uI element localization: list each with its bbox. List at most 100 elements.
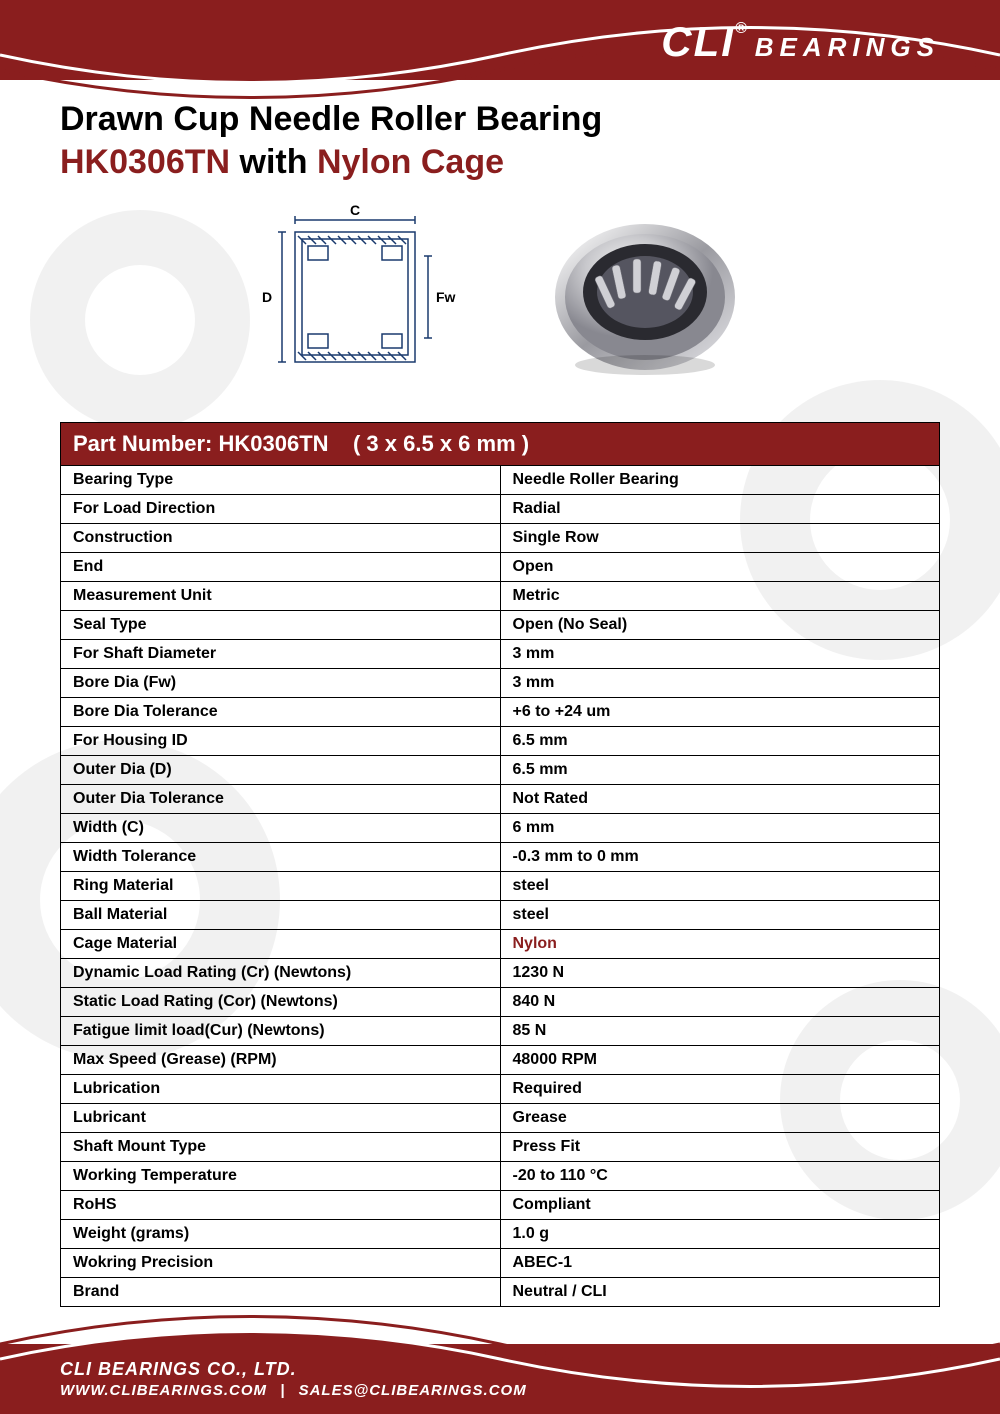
spec-value: 1230 N — [500, 959, 940, 988]
spec-value: 1.0 g — [500, 1220, 940, 1249]
spec-label: Seal Type — [61, 611, 501, 640]
spec-label: Lubrication — [61, 1075, 501, 1104]
spec-label: For Housing ID — [61, 727, 501, 756]
spec-label: Outer Dia (D) — [61, 756, 501, 785]
technical-diagram: C D Fw — [240, 202, 470, 392]
spec-label: For Load Direction — [61, 495, 501, 524]
table-row: For Load DirectionRadial — [61, 495, 940, 524]
table-row: EndOpen — [61, 553, 940, 582]
table-row: Measurement UnitMetric — [61, 582, 940, 611]
spec-label: Shaft Mount Type — [61, 1133, 501, 1162]
spec-value: 6.5 mm — [500, 727, 940, 756]
table-row: Width (C)6 mm — [61, 814, 940, 843]
spec-label: Ball Material — [61, 901, 501, 930]
svg-text:D: D — [262, 289, 272, 305]
spec-label: Lubricant — [61, 1104, 501, 1133]
spec-value: steel — [500, 872, 940, 901]
table-row: Dynamic Load Rating (Cr) (Newtons)1230 N — [61, 959, 940, 988]
spec-label: Static Load Rating (Cor) (Newtons) — [61, 988, 501, 1017]
spec-label: Width (C) — [61, 814, 501, 843]
spec-label: Max Speed (Grease) (RPM) — [61, 1046, 501, 1075]
brand-main: CLI — [661, 18, 735, 65]
table-row: Weight (grams)1.0 g — [61, 1220, 940, 1249]
table-row: BrandNeutral / CLI — [61, 1278, 940, 1307]
spec-label: Bore Dia Tolerance — [61, 698, 501, 727]
table-row: RoHSCompliant — [61, 1191, 940, 1220]
spec-value: Needle Roller Bearing — [500, 466, 940, 495]
footer-separator: | — [280, 1382, 285, 1399]
table-row: Ring Materialsteel — [61, 872, 940, 901]
spec-value: Compliant — [500, 1191, 940, 1220]
spec-value: ABEC-1 — [500, 1249, 940, 1278]
spec-value: 3 mm — [500, 640, 940, 669]
table-row: LubricationRequired — [61, 1075, 940, 1104]
spec-value: Neutral / CLI — [500, 1278, 940, 1307]
footer-text: CLI BEARINGS CO., LTD. WWW.CLIBEARINGS.C… — [60, 1359, 527, 1400]
table-row: Shaft Mount TypePress Fit — [61, 1133, 940, 1162]
table-row: Bearing TypeNeedle Roller Bearing — [61, 466, 940, 495]
spec-value: +6 to +24 um — [500, 698, 940, 727]
spec-value: Metric — [500, 582, 940, 611]
title-with: with — [240, 143, 308, 181]
table-row: Bore Dia (Fw)3 mm — [61, 669, 940, 698]
table-row: Working Temperature-20 to 110 °C — [61, 1162, 940, 1191]
content: Drawn Cup Needle Roller Bearing HK0306TN… — [60, 100, 940, 1307]
svg-text:C: C — [350, 202, 360, 218]
spec-label: Wokring Precision — [61, 1249, 501, 1278]
page-title-line2: HK0306TN with Nylon Cage — [60, 143, 940, 182]
header-part: HK0306TN — [218, 431, 328, 456]
brand-reg: ® — [735, 20, 749, 37]
spec-value: -20 to 110 °C — [500, 1162, 940, 1191]
table-row: Static Load Rating (Cor) (Newtons)840 N — [61, 988, 940, 1017]
title-part: HK0306TN — [60, 143, 230, 181]
spec-label: RoHS — [61, 1191, 501, 1220]
page-title-line1: Drawn Cup Needle Roller Bearing — [60, 100, 940, 139]
spec-label: Brand — [61, 1278, 501, 1307]
spec-value: 840 N — [500, 988, 940, 1017]
spec-value: Radial — [500, 495, 940, 524]
table-row: Seal TypeOpen (No Seal) — [61, 611, 940, 640]
spec-table: Part Number: HK0306TN ( 3 x 6.5 x 6 mm )… — [60, 422, 940, 1307]
table-row: Wokring PrecisionABEC-1 — [61, 1249, 940, 1278]
spec-value: Nylon — [500, 930, 940, 959]
spec-value: 85 N — [500, 1017, 940, 1046]
spec-value: Not Rated — [500, 785, 940, 814]
table-row: Ball Materialsteel — [61, 901, 940, 930]
table-row: For Shaft Diameter3 mm — [61, 640, 940, 669]
spec-label: Dynamic Load Rating (Cr) (Newtons) — [61, 959, 501, 988]
spec-value: steel — [500, 901, 940, 930]
spec-label: Bore Dia (Fw) — [61, 669, 501, 698]
spec-label: Bearing Type — [61, 466, 501, 495]
header-dims: ( 3 x 6.5 x 6 mm ) — [353, 431, 529, 456]
table-row: For Housing ID6.5 mm — [61, 727, 940, 756]
spec-table-header: Part Number: HK0306TN ( 3 x 6.5 x 6 mm ) — [61, 423, 940, 466]
brand-sub: BEARINGS — [755, 32, 940, 62]
brand-logo: CLI® BEARINGS — [661, 18, 940, 66]
spec-label: Measurement Unit — [61, 582, 501, 611]
table-row: Outer Dia (D)6.5 mm — [61, 756, 940, 785]
spec-label: For Shaft Diameter — [61, 640, 501, 669]
spec-label: Construction — [61, 524, 501, 553]
spec-value: Required — [500, 1075, 940, 1104]
table-row: Bore Dia Tolerance+6 to +24 um — [61, 698, 940, 727]
images-row: C D Fw — [60, 202, 940, 392]
table-row: LubricantGrease — [61, 1104, 940, 1133]
footer-company: CLI BEARINGS CO., LTD. — [60, 1359, 527, 1380]
footer-email: SALES@CLIBEARINGS.COM — [299, 1382, 527, 1399]
spec-value: 3 mm — [500, 669, 940, 698]
spec-label: End — [61, 553, 501, 582]
table-row: Max Speed (Grease) (RPM)48000 RPM — [61, 1046, 940, 1075]
spec-label: Ring Material — [61, 872, 501, 901]
title-cage: Nylon Cage — [317, 143, 504, 181]
spec-value: -0.3 mm to 0 mm — [500, 843, 940, 872]
spec-value: 6.5 mm — [500, 756, 940, 785]
spec-value: Grease — [500, 1104, 940, 1133]
spec-value: 6 mm — [500, 814, 940, 843]
product-photo — [530, 202, 760, 392]
svg-text:Fw: Fw — [436, 289, 456, 305]
spec-label: Width Tolerance — [61, 843, 501, 872]
spec-label: Outer Dia Tolerance — [61, 785, 501, 814]
spec-value: Press Fit — [500, 1133, 940, 1162]
table-row: Outer Dia ToleranceNot Rated — [61, 785, 940, 814]
spec-value: 48000 RPM — [500, 1046, 940, 1075]
